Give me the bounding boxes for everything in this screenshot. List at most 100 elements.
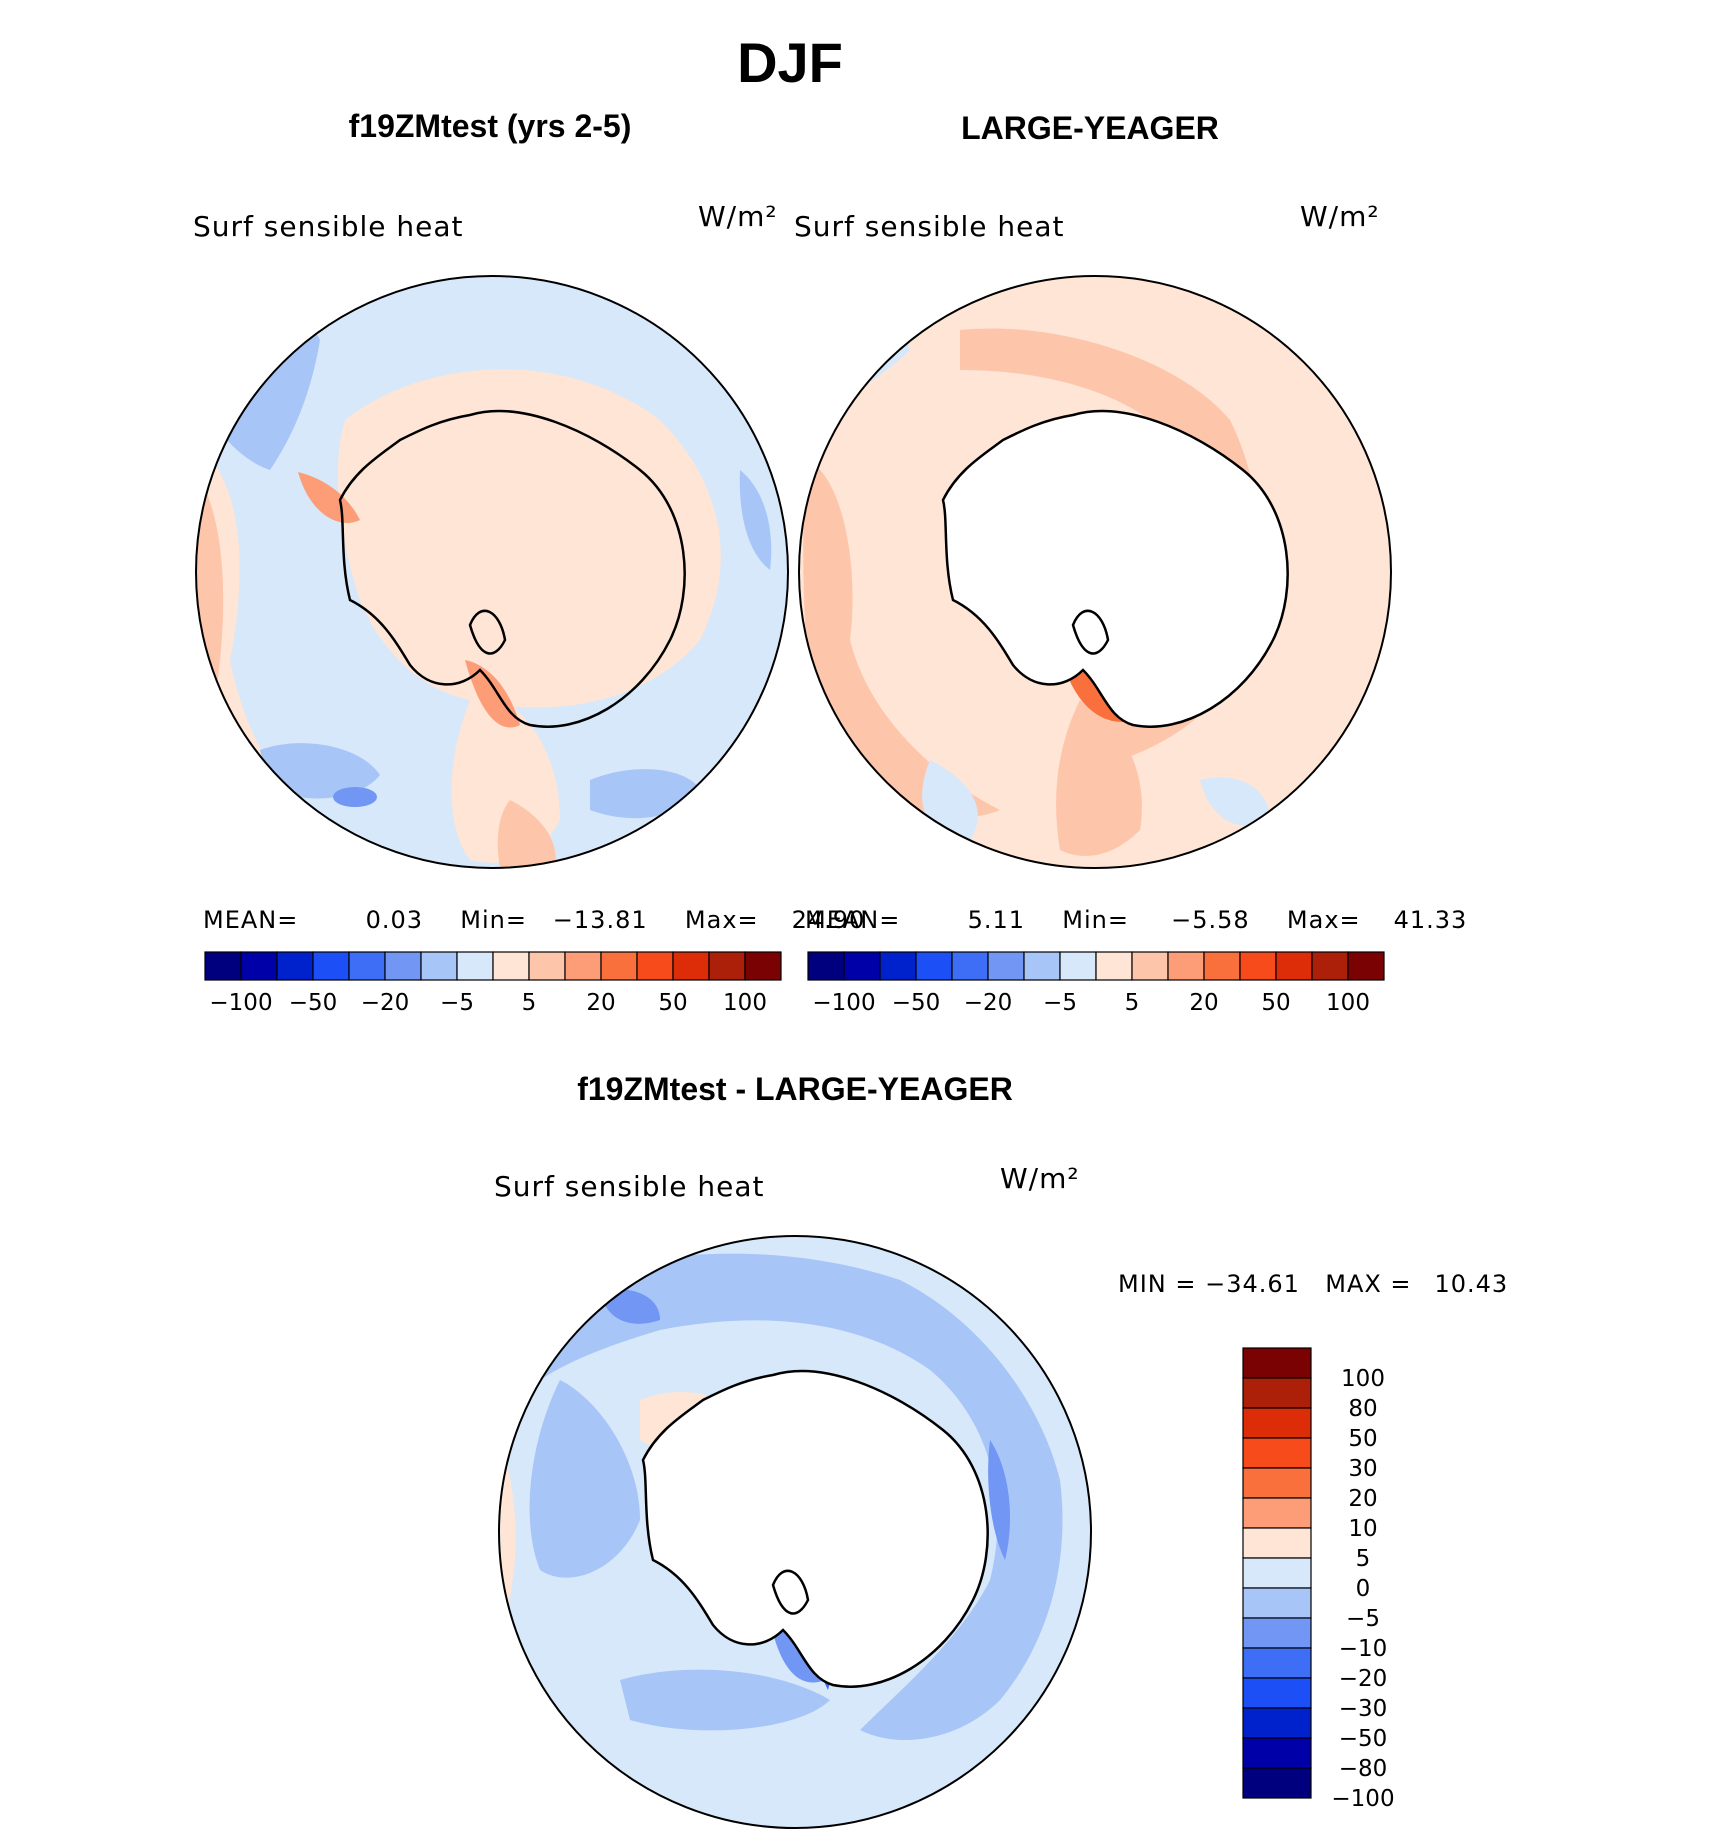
units-label-model: W/m²: [698, 200, 778, 233]
max-label: MAX =: [1325, 1270, 1412, 1298]
colorbar-tick-label: 20: [586, 990, 615, 1016]
map-model: [195, 275, 789, 869]
variable-label-obs: Surf sensible heat: [794, 210, 1065, 243]
colorbar-swatch: [1242, 1407, 1312, 1439]
max-label: Max=: [684, 906, 759, 934]
colorbar-tick-label: 5: [1356, 1546, 1371, 1572]
negative-region: [590, 769, 700, 819]
colorbar-tick-label: −5: [1043, 990, 1077, 1016]
colorbar-tick-label: 100: [1326, 990, 1370, 1016]
antarctica-coastline: [641, 1369, 989, 1688]
colorbar-tick-label: −20: [1339, 1666, 1388, 1692]
colorbar-tick-label: −100: [812, 990, 875, 1016]
colorbar-swatch: [807, 951, 845, 981]
colorbar-swatch: [708, 951, 746, 981]
colorbar-swatch: [312, 951, 350, 981]
colorbar-swatch: [420, 951, 458, 981]
colorbar-tick-label: 30: [1348, 1456, 1377, 1482]
colorbar-tick-label: −80: [1339, 1756, 1388, 1782]
mean-value: 0.03: [365, 906, 423, 934]
mean-label: MEAN=: [805, 906, 901, 934]
colorbar-tick-label: −5: [440, 990, 474, 1016]
colorbar-tick-label: 50: [658, 990, 687, 1016]
colorbar-swatch: [1242, 1557, 1312, 1589]
map-obs: [798, 275, 1392, 869]
colorbar-swatch: [1242, 1617, 1312, 1649]
colorbar-swatch: [636, 951, 674, 981]
colorbar-swatch: [672, 951, 710, 981]
colorbar-tick-label: −50: [1339, 1726, 1388, 1752]
max-value: 10.43: [1434, 1270, 1509, 1298]
colorbar-tick-label: 5: [522, 990, 537, 1016]
colorbar-swatch: [1242, 1437, 1312, 1469]
colorbar-tick-label: −100: [209, 990, 272, 1016]
ross-ice-shelf-outline: [1071, 609, 1110, 655]
map-boundary: [498, 1235, 1092, 1829]
colorbar-swatch: [1203, 951, 1241, 981]
colorbar-tick-label: −50: [892, 990, 941, 1016]
colorbar-swatch: [1242, 1527, 1312, 1559]
max-value: 24.90: [791, 906, 866, 934]
colorbar-swatch: [951, 951, 989, 981]
negative-region: [620, 1669, 830, 1731]
negative-region: [922, 760, 978, 840]
variable-label-model: Surf sensible heat: [193, 210, 464, 243]
colorbar-swatch: [1242, 1377, 1312, 1409]
units-label-obs: W/m²: [1300, 200, 1380, 233]
negative-region: [260, 743, 380, 799]
min-label: Min=: [460, 906, 527, 934]
colorbar-tick-label: 100: [723, 990, 767, 1016]
colorbar-tick-label: 80: [1348, 1396, 1377, 1422]
min-label: MIN =: [1118, 1270, 1197, 1298]
colorbar-tick-label: 50: [1261, 990, 1290, 1016]
min-value: −13.81: [552, 906, 648, 934]
colorbar-swatch: [1023, 951, 1061, 981]
colorbar-tick-label: 20: [1189, 990, 1218, 1016]
colorbar-swatch: [1242, 1467, 1312, 1499]
colorbar-swatch: [1275, 951, 1313, 981]
colorbar-tick-label: −20: [361, 990, 410, 1016]
colorbar-tick-label: 100: [1341, 1366, 1385, 1392]
ross-ice-shelf-outline: [771, 1569, 810, 1615]
colorbar-swatch: [600, 951, 638, 981]
colorbar-swatch: [1095, 951, 1133, 981]
max-label: Max=: [1286, 906, 1361, 934]
colorbar-tick-label: 20: [1348, 1486, 1377, 1512]
colorbar-model: −100 −50 −20 −5 5 20 50 100: [204, 951, 782, 1016]
colorbar-swatch: [1242, 1767, 1312, 1799]
colorbar-swatch: [348, 951, 386, 981]
units-label-diff: W/m²: [1000, 1162, 1080, 1195]
colorbar-swatch: [1131, 951, 1169, 981]
map-boundary: [195, 275, 789, 869]
colorbar-swatch: [1242, 1347, 1312, 1379]
colorbar-swatch: [1242, 1647, 1312, 1679]
colorbar-tick-label: 5: [1125, 990, 1140, 1016]
stats-obs: MEAN= 5.11 Min= −5.58 Max= 41.33: [805, 906, 1467, 934]
mean-value: 5.11: [967, 906, 1025, 934]
colorbar-tick-label: 50: [1348, 1426, 1377, 1452]
stats-diff: MIN = −34.61 MAX = 10.43: [1118, 1270, 1508, 1298]
colorbar-swatch: [1311, 951, 1349, 981]
antarctica-coastline: [941, 409, 1289, 728]
positive-region: [803, 460, 1000, 818]
colorbar-tick-label: −100: [1331, 1786, 1394, 1812]
page-title: DJF: [737, 31, 843, 94]
colorbar-swatch: [1242, 1737, 1312, 1769]
colorbar-swatch: [1242, 1677, 1312, 1709]
negative-region: [1200, 777, 1270, 826]
colorbar-swatch: [384, 951, 422, 981]
negative-region: [988, 1440, 1010, 1560]
negative-region: [333, 787, 377, 807]
map-diff: [498, 1235, 1092, 1829]
colorbar-swatch: [1242, 1497, 1312, 1529]
colorbar-swatch: [879, 951, 917, 981]
min-value: −5.58: [1171, 906, 1250, 934]
negative-region: [739, 470, 772, 570]
positive-region: [337, 369, 721, 708]
colorbar-swatch: [1059, 951, 1097, 981]
colorbar-tick-label: −10: [1339, 1636, 1388, 1662]
colorbar-swatch: [1242, 1587, 1312, 1619]
colorbar-tick-label: −30: [1339, 1696, 1388, 1722]
